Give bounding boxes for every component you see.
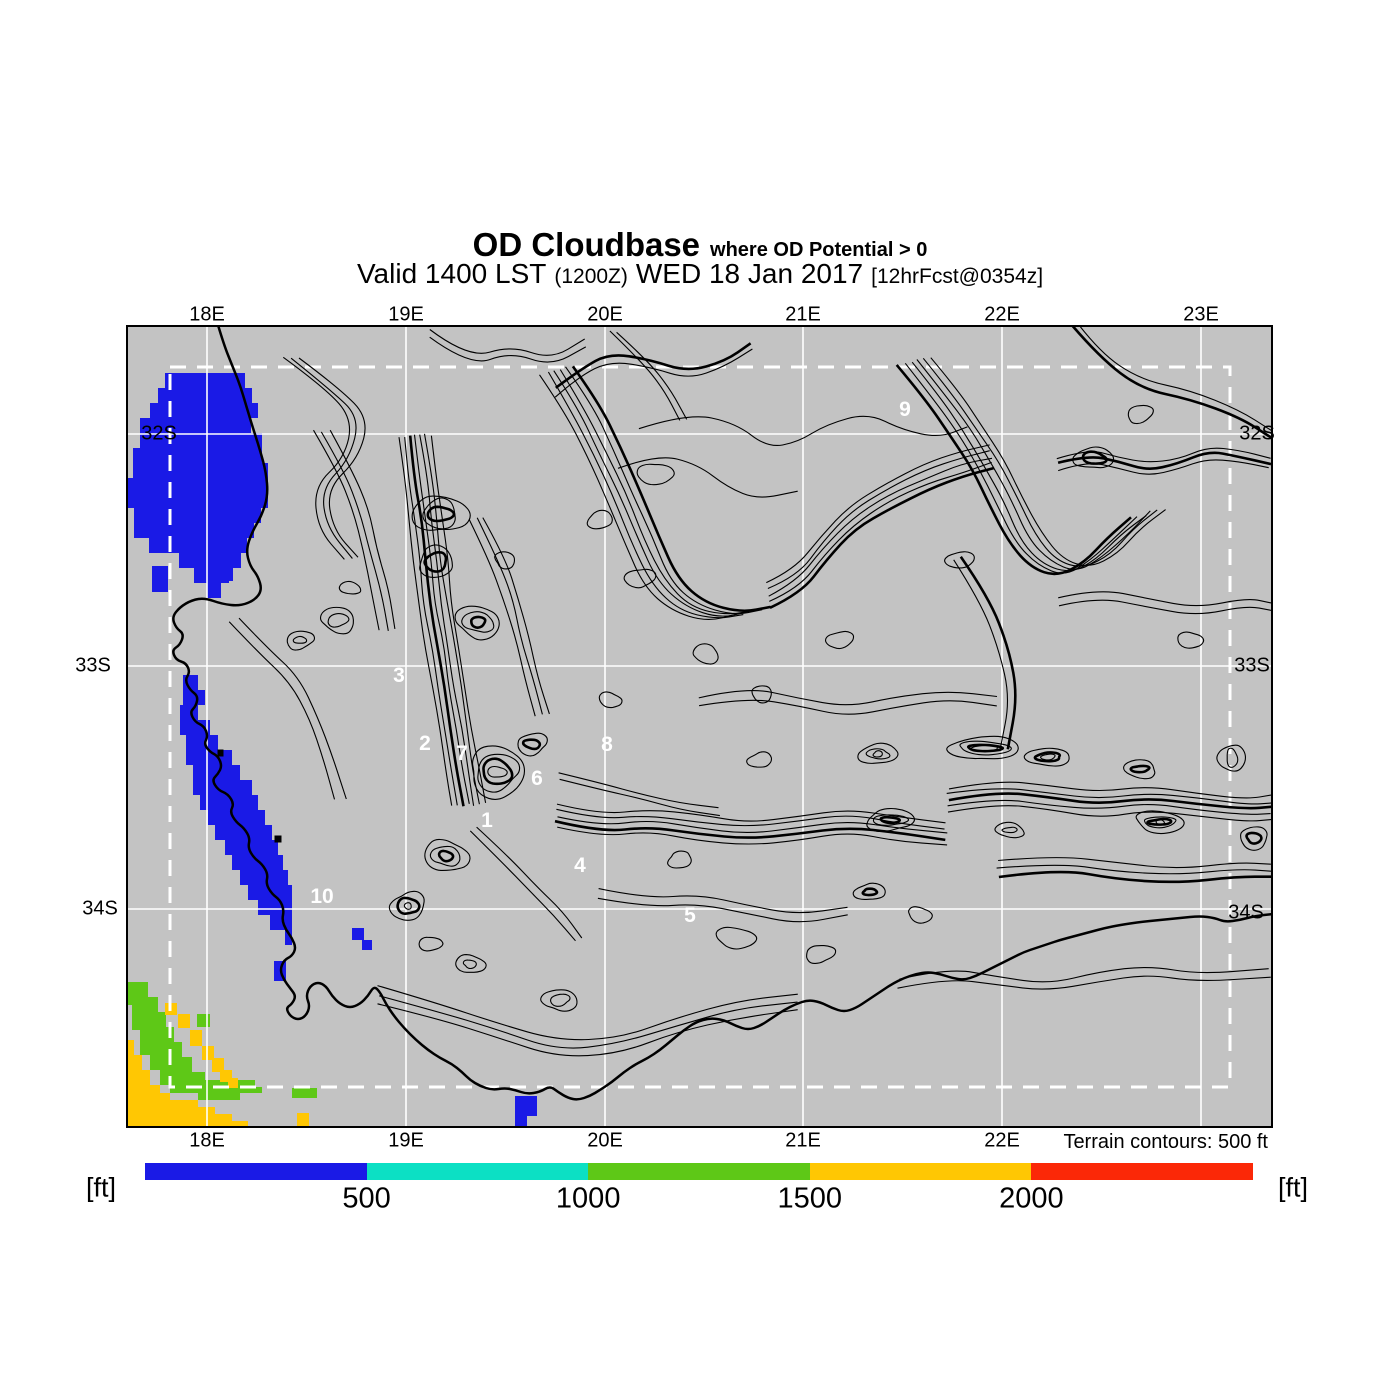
title-main: OD Cloudbase bbox=[472, 226, 701, 263]
bottom-axis-tick-19E: 19E bbox=[388, 1129, 424, 1152]
terrain-contours bbox=[217, 325, 1273, 1057]
forecast-ref: [12hrFcst@0354z] bbox=[871, 265, 1044, 288]
coastline bbox=[172, 325, 1273, 1101]
colorbar-tick-500: 500 bbox=[342, 1182, 391, 1215]
lat-lon-gridlines bbox=[126, 325, 1273, 1128]
colorbar-tick-1500: 1500 bbox=[777, 1182, 843, 1215]
chart-subtitle: Valid 1400 LST (1200Z) WED 18 Jan 2017 [… bbox=[357, 258, 1043, 290]
bottom-axis-tick-22E: 22E bbox=[984, 1129, 1020, 1152]
valid-zulu: (1200Z) bbox=[554, 265, 628, 288]
title-condition: where OD Potential > 0 bbox=[710, 239, 928, 261]
colorbar-segment-0 bbox=[145, 1163, 367, 1180]
top-axis-tick-19E: 19E bbox=[388, 303, 424, 326]
bottom-axis-tick-21E: 21E bbox=[785, 1129, 821, 1152]
valid-time: Valid 1400 LST bbox=[356, 258, 547, 289]
left-axis-tick-33S: 33S bbox=[75, 654, 111, 677]
colorbar-unit-right: [ft] bbox=[1277, 1172, 1309, 1203]
left-axis-tick-34S: 34S bbox=[82, 897, 118, 920]
colorbar-segment-2 bbox=[588, 1163, 810, 1180]
terrain-note: Terrain contours: 500 ft bbox=[1063, 1131, 1268, 1153]
top-axis-tick-18E: 18E bbox=[189, 303, 225, 326]
colorbar-unit-left: [ft] bbox=[85, 1172, 117, 1203]
bottom-axis-tick-20E: 20E bbox=[587, 1129, 623, 1152]
colorbar bbox=[145, 1163, 1253, 1180]
colorbar-segment-4 bbox=[1031, 1163, 1253, 1180]
cloudbase-patches bbox=[126, 373, 537, 1128]
map-plot bbox=[126, 325, 1273, 1128]
colorbar-tick-2000: 2000 bbox=[999, 1182, 1064, 1215]
colorbar-segment-1 bbox=[366, 1163, 589, 1180]
valid-date: WED 18 Jan 2017 bbox=[635, 258, 864, 289]
top-axis-tick-22E: 22E bbox=[984, 303, 1020, 326]
top-axis-tick-20E: 20E bbox=[587, 303, 623, 326]
top-axis-tick-23E: 23E bbox=[1183, 303, 1219, 326]
top-axis-tick-21E: 21E bbox=[785, 303, 821, 326]
map-frame bbox=[126, 325, 1273, 1128]
map-area bbox=[126, 325, 1273, 1128]
domain-dashed-box bbox=[168, 365, 1232, 1089]
chart-title: OD Cloudbase where OD Potential > 0 bbox=[473, 226, 928, 264]
bottom-axis-tick-18E: 18E bbox=[189, 1129, 225, 1152]
colorbar-segment-3 bbox=[809, 1163, 1032, 1180]
colorbar-tick-1000: 1000 bbox=[555, 1182, 621, 1215]
